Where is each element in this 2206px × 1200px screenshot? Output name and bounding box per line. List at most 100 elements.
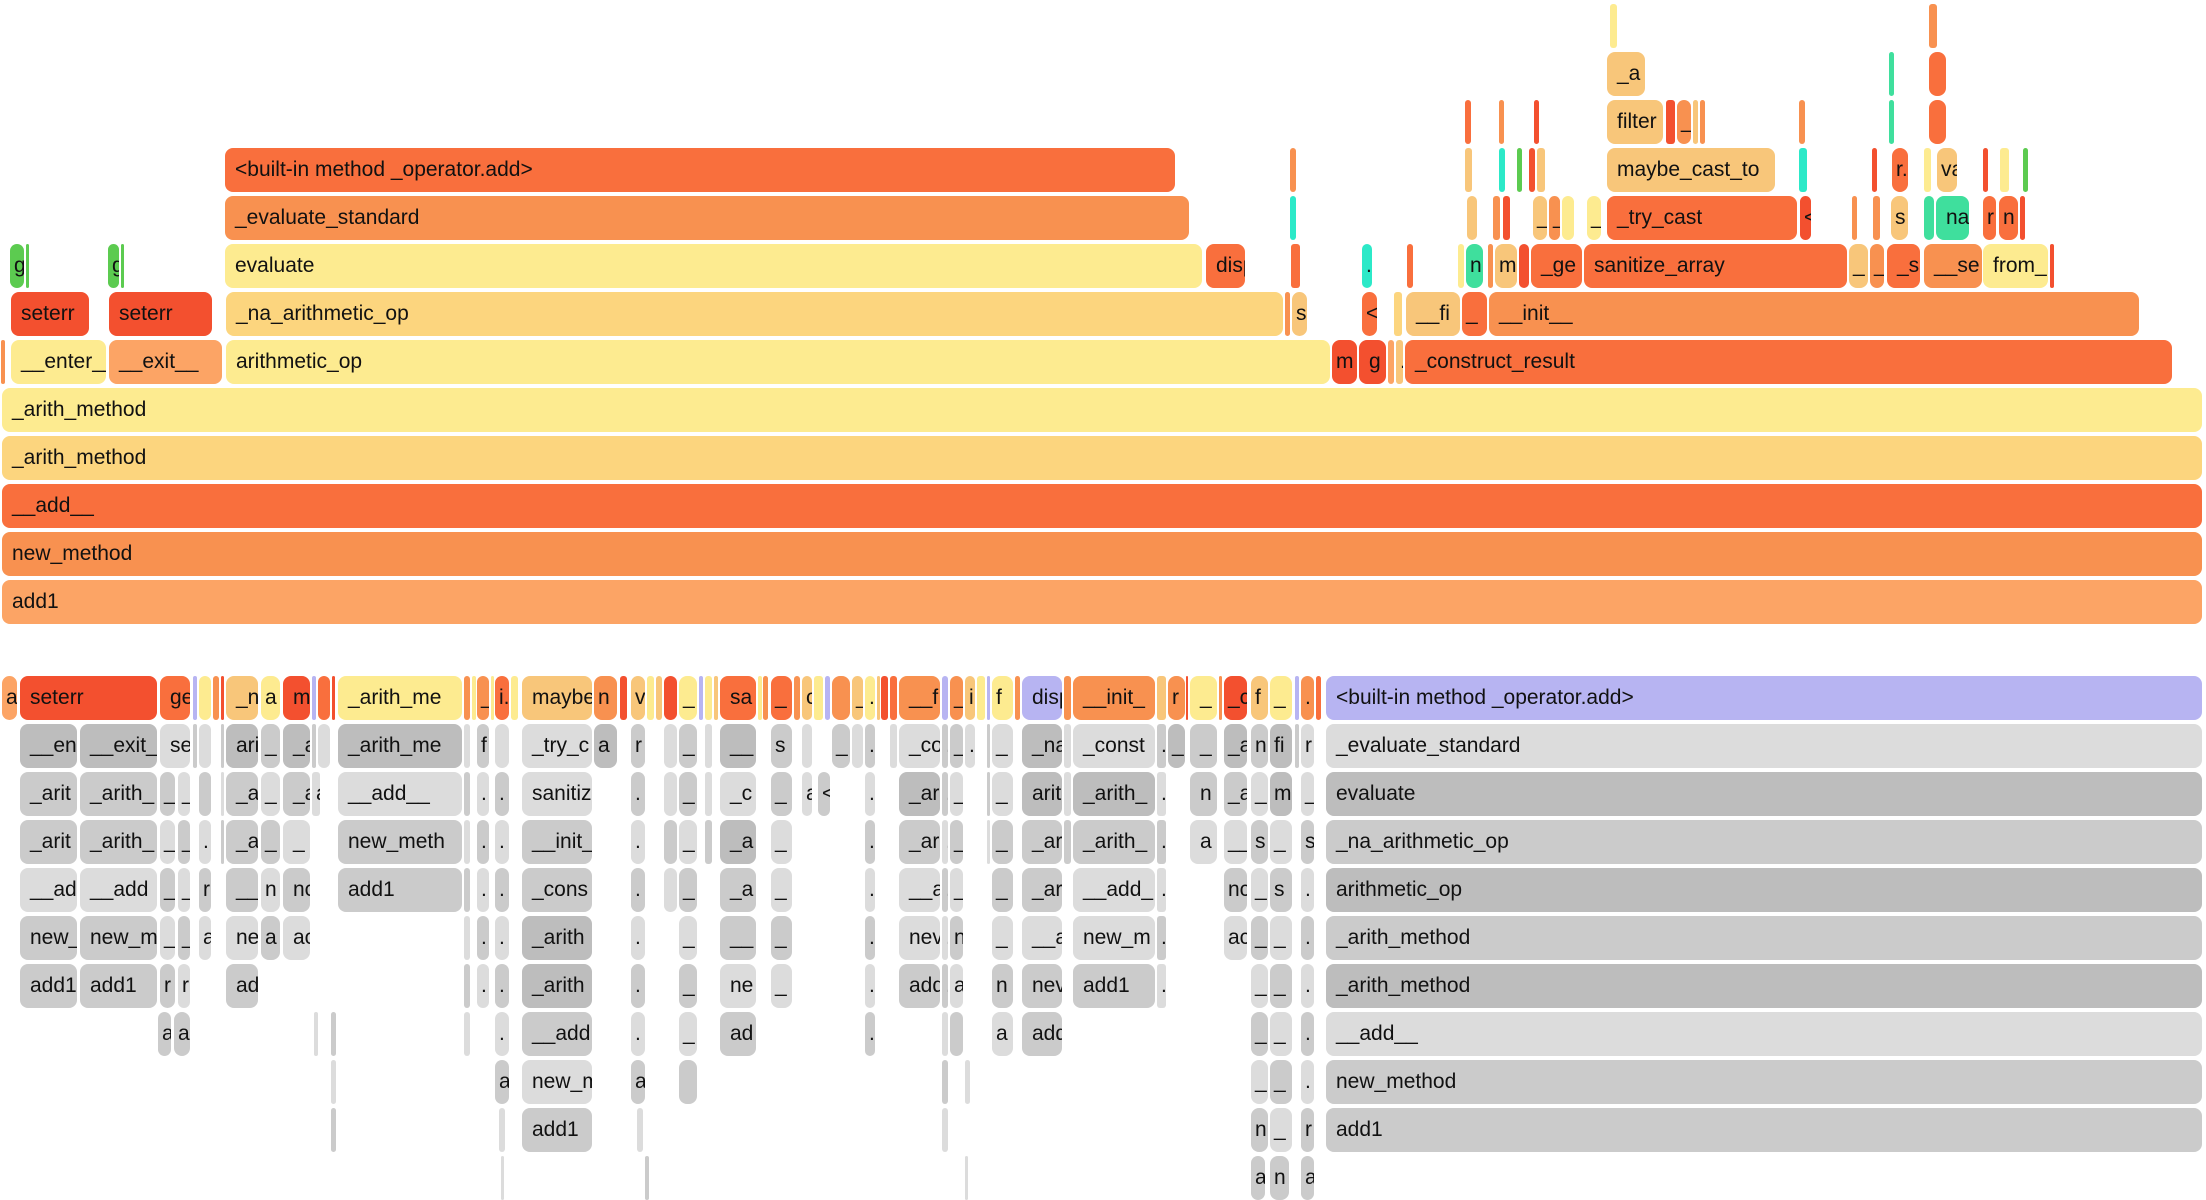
frame[interactable]: new_m: [522, 1060, 592, 1104]
frame[interactable]: [332, 676, 335, 720]
frame[interactable]: _a: [226, 820, 258, 864]
frame[interactable]: [987, 676, 990, 720]
frame[interactable]: add1: [20, 964, 77, 1008]
frame[interactable]: [664, 772, 677, 816]
frame[interactable]: [942, 1108, 948, 1152]
frame[interactable]: r: [312, 724, 316, 768]
frame[interactable]: __a: [899, 868, 940, 912]
frame[interactable]: s: [1251, 820, 1268, 864]
frame[interactable]: n: [1190, 772, 1217, 816]
frame[interactable]: [472, 676, 476, 720]
frame[interactable]: [965, 1156, 968, 1200]
frame[interactable]: .: [495, 772, 509, 816]
frame[interactable]: [814, 676, 823, 720]
frame[interactable]: .: [495, 1012, 509, 1056]
frame[interactable]: [965, 1060, 970, 1104]
frame[interactable]: _construct_result: [1405, 340, 2172, 384]
frame[interactable]: __: [720, 724, 756, 768]
frame[interactable]: _a: [720, 868, 756, 912]
frame[interactable]: _: [1270, 916, 1292, 960]
frame[interactable]: a: [992, 1012, 1013, 1056]
frame[interactable]: _: [679, 916, 697, 960]
frame[interactable]: fi: [1270, 724, 1292, 768]
frame[interactable]: .: [1301, 1060, 1314, 1104]
frame[interactable]: _: [261, 820, 280, 864]
frame[interactable]: _s: [1887, 244, 1920, 288]
frame[interactable]: _ar: [1022, 820, 1062, 864]
frame[interactable]: va: [1937, 148, 1957, 192]
frame[interactable]: add1: [80, 964, 157, 1008]
frame[interactable]: seterr: [109, 292, 212, 336]
frame[interactable]: _: [950, 724, 963, 768]
frame[interactable]: [193, 676, 197, 720]
frame[interactable]: f: [1251, 676, 1268, 720]
frame[interactable]: _na_arithmetic_op: [1326, 820, 2202, 864]
frame[interactable]: .: [495, 964, 509, 1008]
frame[interactable]: filter: [1607, 100, 1663, 144]
frame[interactable]: .: [1157, 964, 1166, 1008]
frame[interactable]: [758, 676, 762, 720]
frame[interactable]: [1799, 148, 1807, 192]
frame[interactable]: _arith_: [1073, 772, 1155, 816]
frame[interactable]: _: [1251, 1060, 1268, 1104]
frame[interactable]: [1889, 100, 1894, 144]
frame[interactable]: i.: [495, 676, 509, 720]
frame[interactable]: m: [1332, 340, 1357, 384]
frame[interactable]: _: [160, 868, 175, 912]
frame[interactable]: [950, 1012, 963, 1056]
frame[interactable]: [1852, 196, 1857, 240]
frame[interactable]: _na_arithmetic_op: [226, 292, 1283, 336]
frame[interactable]: nc: [283, 868, 310, 912]
frame[interactable]: _: [679, 1012, 697, 1056]
frame[interactable]: arithmetic_op: [1326, 868, 2202, 912]
frame[interactable]: new_method: [1326, 1060, 2202, 1104]
frame[interactable]: [464, 820, 470, 864]
frame[interactable]: _: [1251, 964, 1268, 1008]
frame[interactable]: _a: [1224, 772, 1247, 816]
frame[interactable]: _: [1270, 1108, 1292, 1152]
frame[interactable]: _: [160, 820, 175, 864]
frame[interactable]: [1889, 52, 1894, 96]
frame[interactable]: [464, 916, 470, 960]
frame[interactable]: _ge: [1531, 244, 1582, 288]
frame[interactable]: [987, 724, 990, 768]
frame[interactable]: _co: [899, 724, 940, 768]
frame[interactable]: n: [1270, 1156, 1289, 1200]
frame[interactable]: [331, 1108, 336, 1152]
frame[interactable]: __ent: [20, 724, 77, 768]
frame[interactable]: _try_c: [522, 724, 592, 768]
frame[interactable]: _n: [226, 676, 258, 720]
frame[interactable]: from_: [1983, 244, 2048, 288]
frame[interactable]: [1983, 148, 1988, 192]
frame[interactable]: _: [950, 772, 963, 816]
frame[interactable]: _arith_: [80, 820, 157, 864]
frame[interactable]: nev: [899, 916, 940, 960]
frame[interactable]: v: [631, 676, 645, 720]
frame[interactable]: add1: [338, 868, 462, 912]
frame[interactable]: arit: [1022, 772, 1062, 816]
frame[interactable]: a: [802, 772, 812, 816]
frame[interactable]: a: [174, 1012, 190, 1056]
frame[interactable]: r: [631, 724, 645, 768]
frame[interactable]: _: [160, 916, 175, 960]
frame[interactable]: maybe: [522, 676, 592, 720]
frame[interactable]: <built-in method _operator.add>: [225, 148, 1175, 192]
frame[interactable]: [199, 724, 211, 768]
frame[interactable]: [890, 676, 897, 720]
frame[interactable]: [705, 676, 712, 720]
frame[interactable]: [1064, 820, 1071, 864]
frame[interactable]: [199, 676, 211, 720]
frame[interactable]: _arith_me: [338, 724, 462, 768]
frame[interactable]: .: [942, 916, 948, 960]
frame[interactable]: .: [495, 868, 509, 912]
frame[interactable]: _: [1168, 724, 1185, 768]
frame[interactable]: _arith_method: [1326, 964, 2202, 1008]
frame[interactable]: [1064, 772, 1071, 816]
frame[interactable]: [656, 676, 662, 720]
frame[interactable]: [331, 1060, 336, 1104]
frame[interactable]: _: [679, 820, 697, 864]
frame[interactable]: [1924, 196, 1934, 240]
frame[interactable]: [312, 676, 316, 720]
frame[interactable]: [1929, 52, 1946, 96]
frame[interactable]: ari: [226, 724, 258, 768]
